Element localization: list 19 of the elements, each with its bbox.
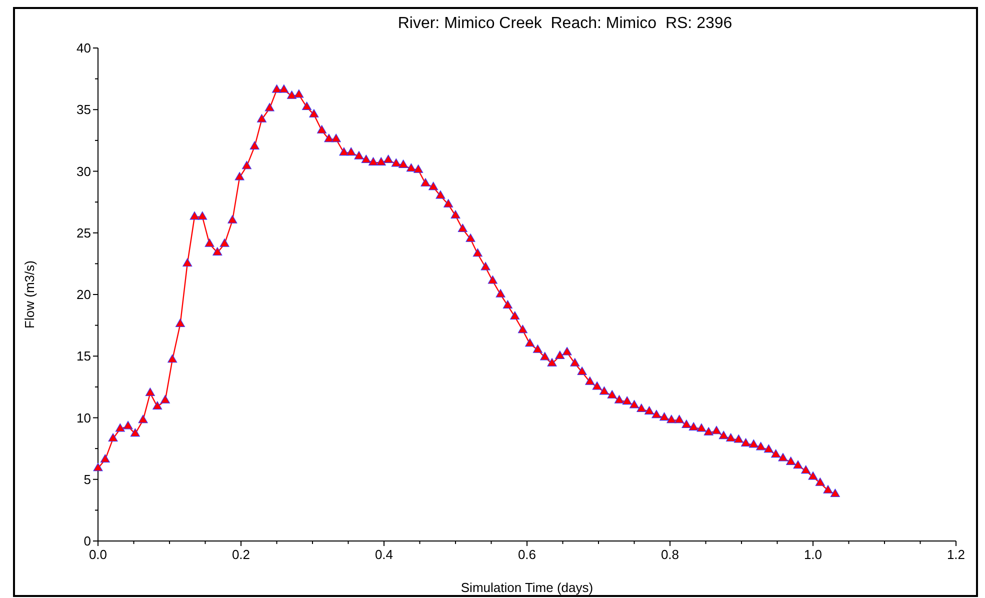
y-tick-label: 0 [84, 534, 91, 549]
y-tick-label: 30 [76, 164, 91, 179]
y-tick-label: 15 [76, 348, 91, 364]
y-tick-label: 35 [76, 102, 91, 118]
y-tick-label: 10 [76, 410, 91, 426]
x-tick-label: 0.0 [88, 547, 108, 562]
y-axis-title: Flow (m3/s) [22, 260, 37, 328]
x-tick-label: 0.2 [232, 547, 250, 562]
y-tick-label: 40 [76, 40, 91, 56]
y-tick-label: 20 [76, 287, 91, 302]
chart-title: River: Mimico Creek Reach: Mimico RS: 2396 [398, 15, 732, 32]
x-tick-label: 0.4 [374, 547, 394, 562]
y-tick-label: 25 [76, 225, 91, 240]
x-axis-title: Simulation Time (days) [460, 580, 594, 595]
x-tick-label: 1.2 [946, 547, 966, 562]
x-tick-label: 0.6 [518, 547, 536, 562]
x-tick-label: 1.0 [804, 547, 822, 562]
y-tick-label: 5 [84, 472, 91, 487]
x-tick-label: 0.8 [660, 547, 680, 562]
